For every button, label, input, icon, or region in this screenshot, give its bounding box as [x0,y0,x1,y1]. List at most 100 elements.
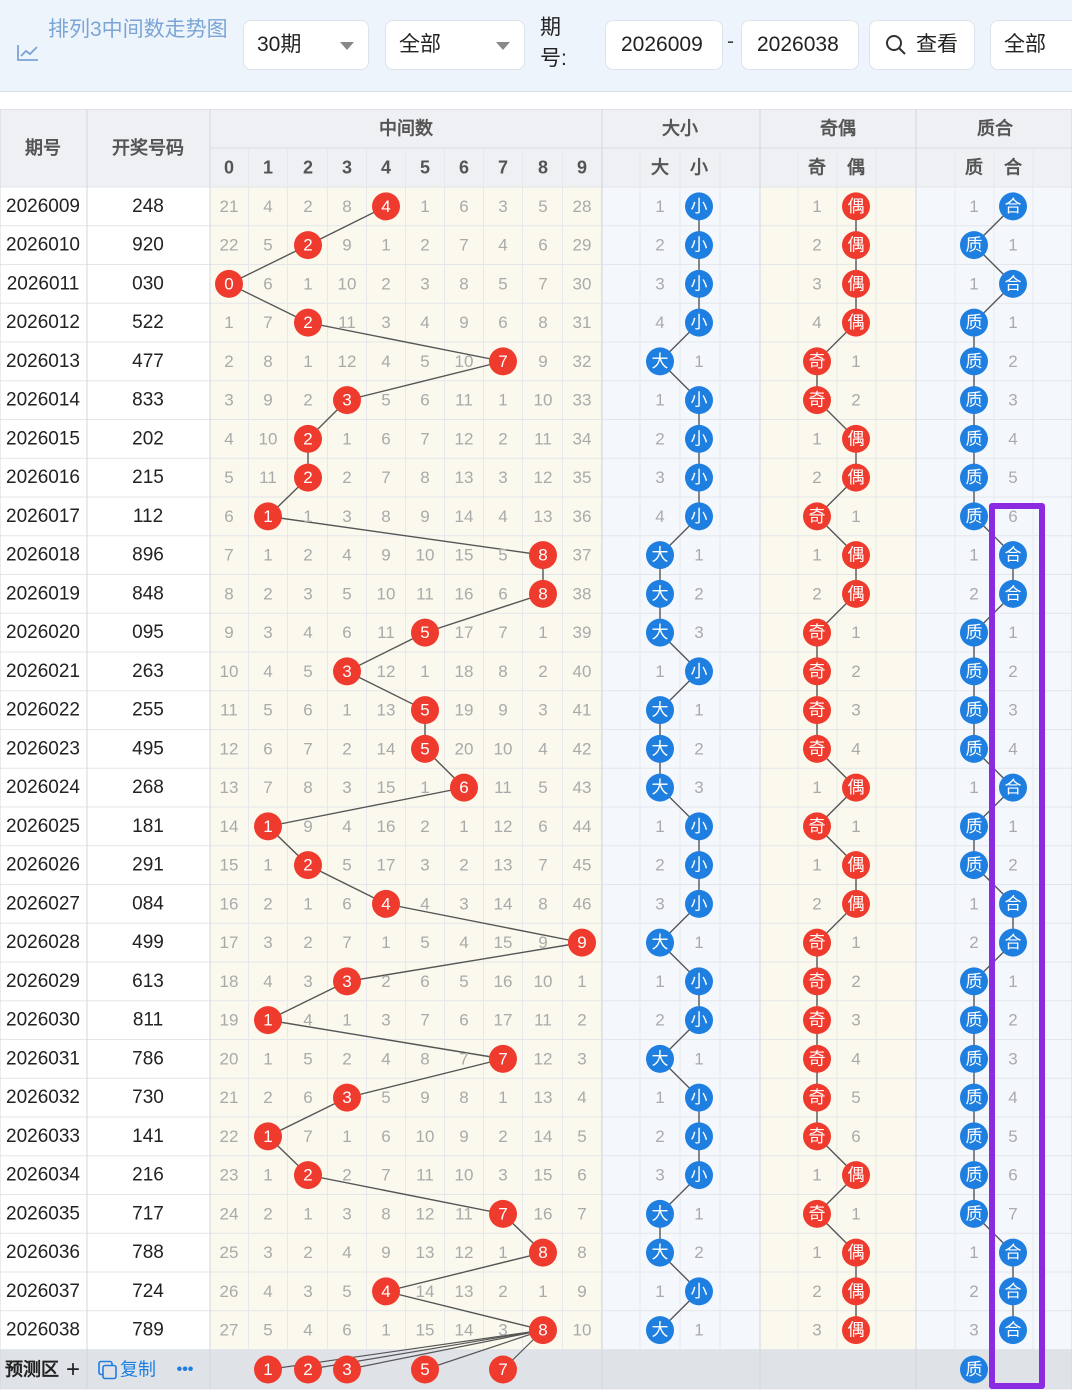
copy-icon[interactable] [102,1364,117,1380]
scope-select[interactable]: 全部 [385,20,525,70]
cell-issue: 2026025 [6,816,80,837]
miss-value: 44 [573,817,592,836]
cell-number: 613 [132,971,164,992]
miss-value: 11 [455,1204,473,1223]
cell-number: 030 [132,273,164,294]
size-ball: 小 [685,269,713,298]
miss-value: 9 [420,507,429,526]
miss-value: 3 [577,1049,586,1068]
size-ball-circle [685,502,713,531]
miss-value: 1 [381,236,390,255]
miss-value: 2 [655,429,664,448]
prime-ball-label: 质 [966,236,983,255]
prime-ball-circle [999,1277,1027,1306]
middle-ball: 1 [254,502,282,531]
prime-ball-circle [960,231,988,260]
miss-value: 1 [263,546,272,565]
periods-select[interactable]: 30期 [243,20,369,70]
miss-value: 4 [381,352,390,371]
miss-value: 13 [494,856,513,875]
miss-value: 1 [694,1049,703,1068]
prime-ball-label: 质 [966,856,983,875]
miss-value: 2 [498,1282,507,1301]
start-period-input[interactable]: 2026009 [605,20,723,70]
cell-issue: 2026037 [6,1281,80,1302]
miss-value: 4 [263,972,272,991]
size-ball: 小 [685,1161,713,1190]
miss-value: 29 [573,236,592,255]
middle-ball-label: 7 [498,1049,507,1068]
middle-ball: 5 [411,734,439,763]
middle-ball-label: 2 [303,429,312,448]
chart-title[interactable]: 排列3中间数走势图 [12,10,232,80]
prime-ball: 合 [999,889,1027,918]
miss-value: 6 [342,623,351,642]
predict-ball-label: 5 [420,1360,429,1379]
middle-ball-label: 5 [420,701,429,720]
miss-value: 1 [1008,972,1017,991]
parity-ball-label: 奇 [809,352,826,371]
prime-ball-label: 质 [966,662,983,681]
miss-value: 5 [420,352,429,371]
cell-number: 084 [132,893,164,914]
miss-value: 1 [812,1166,821,1185]
size-ball-label: 大 [652,778,669,797]
miss-value: 13 [377,701,396,720]
middle-ball: 2 [294,851,322,880]
size-ball-label: 大 [652,701,669,720]
miss-value: 1 [851,623,860,642]
prime-ball: 合 [999,1238,1027,1267]
miss-value: 6 [381,1127,390,1146]
middle-ball-label: 5 [420,739,429,758]
page-title: 排列3中间数走势图 [48,18,228,41]
more-button[interactable]: ••• [177,1361,194,1378]
cell-issue: 2026038 [6,1320,80,1341]
prime-ball: 质 [960,1083,988,1112]
cell-number: 724 [132,1281,164,1302]
size-ball-label: 小 [691,662,708,681]
miss-value: 2 [263,894,272,913]
view-button[interactable]: 查看 [869,20,975,70]
cell-number: 255 [132,700,164,721]
miss-value: 3 [1008,701,1017,720]
prime-ball: 合 [999,1316,1027,1345]
miss-value: 3 [812,1321,821,1340]
size-ball-label: 小 [691,856,708,875]
parity-ball-label: 奇 [809,507,826,526]
miss-value: 6 [459,197,468,216]
middle-ball-label: 7 [498,352,507,371]
miss-value: 1 [577,972,586,991]
cell-number: 811 [133,1010,163,1031]
parity-ball-circle [842,541,870,570]
parity-ball: 奇 [803,967,831,996]
miss-value: 2 [577,1011,586,1030]
end-period-input[interactable]: 2026038 [741,20,859,70]
cell-issue: 2026024 [6,777,80,798]
miss-value: 39 [573,623,592,642]
miss-value: 4 [342,1243,351,1262]
miss-value: 1 [655,1088,664,1107]
parity-ball-circle [842,579,870,608]
miss-value: 1 [969,274,978,293]
copy-button[interactable]: 复制 [120,1360,156,1380]
parity-ball-circle [842,1277,870,1306]
miss-value: 3 [498,1166,507,1185]
cell-number: 788 [132,1242,164,1263]
prime-ball-circle [960,502,988,531]
miss-value: 1 [224,313,233,332]
miss-value: 1 [655,817,664,836]
miss-value: 11 [416,1166,434,1185]
parity-ball: 偶 [842,541,870,570]
miss-value: 1 [655,1282,664,1301]
cell-number: 920 [132,235,164,256]
parity-ball: 偶 [842,851,870,880]
predict-ball-circle [294,1355,322,1384]
middle-ball: 9 [568,928,596,957]
predict-ball-label: 3 [342,1360,351,1379]
cell-number: 141 [132,1126,164,1147]
filter-select[interactable]: 全部 [990,20,1072,70]
size-ball-circle [646,347,674,376]
cell-number: 477 [132,351,164,372]
periods-select-value: 30期 [257,33,302,56]
prime-ball: 质 [960,812,988,841]
